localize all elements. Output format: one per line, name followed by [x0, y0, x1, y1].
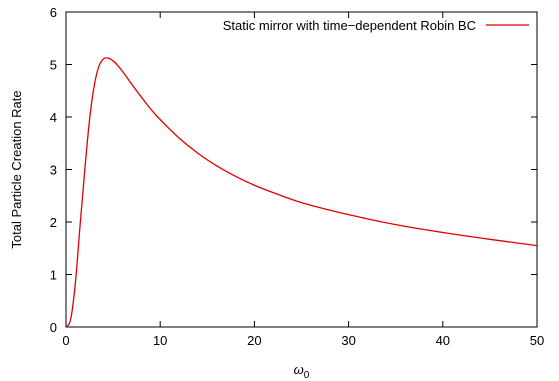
plot-frame: [65, 11, 538, 328]
y-tick-label: 4: [50, 110, 57, 125]
x-tick-label: 50: [530, 333, 544, 348]
y-tick-label: 3: [50, 163, 57, 178]
y-tick-label: 6: [50, 5, 57, 20]
x-tick-label: 30: [341, 333, 355, 348]
axis-ticks: [65, 11, 538, 328]
x-axis-label-subscript: 0: [304, 370, 310, 381]
x-axis-label: ω0: [294, 362, 310, 381]
series-line: [65, 57, 538, 328]
y-tick-label: 1: [50, 268, 57, 283]
y-tick-label: 0: [50, 320, 57, 335]
y-axis-label: Total Particle Creation Rate: [9, 90, 24, 248]
x-tick-label: 40: [436, 333, 450, 348]
x-tick-label: 0: [62, 333, 69, 348]
y-tick-label: 2: [50, 215, 57, 230]
x-tick-label: 10: [153, 333, 167, 348]
legend-label: Static mirror with time−dependent Robin …: [223, 18, 476, 33]
axis-tick-labels: 0 10 20 30 40 50 0 1 2 3 4 5 6: [50, 5, 544, 348]
y-tick-label: 5: [50, 58, 57, 73]
x-tick-label: 20: [247, 333, 261, 348]
